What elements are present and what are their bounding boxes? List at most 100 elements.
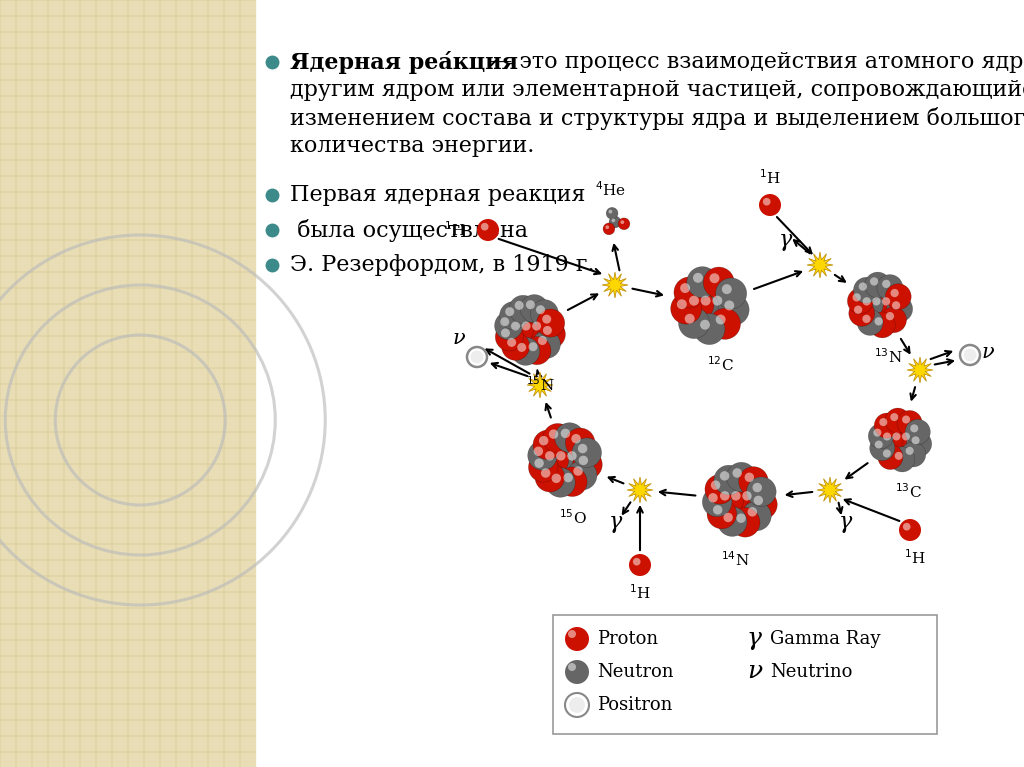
Circle shape	[910, 424, 919, 433]
Circle shape	[568, 663, 575, 671]
Circle shape	[509, 295, 538, 324]
Circle shape	[565, 627, 589, 651]
Circle shape	[496, 323, 523, 351]
Circle shape	[709, 493, 718, 502]
Circle shape	[549, 430, 558, 439]
Circle shape	[702, 487, 732, 517]
Circle shape	[530, 300, 558, 328]
Circle shape	[515, 301, 523, 310]
Circle shape	[526, 300, 535, 309]
Text: $^1$H: $^1$H	[904, 548, 926, 567]
Circle shape	[552, 473, 561, 483]
Circle shape	[853, 293, 861, 301]
Circle shape	[881, 307, 906, 333]
Circle shape	[905, 447, 913, 455]
Circle shape	[902, 416, 910, 423]
Circle shape	[736, 513, 745, 523]
Circle shape	[903, 523, 910, 531]
Circle shape	[700, 295, 711, 305]
Circle shape	[567, 460, 597, 490]
Circle shape	[883, 433, 891, 440]
Circle shape	[710, 273, 720, 283]
Polygon shape	[602, 272, 628, 298]
Circle shape	[720, 471, 729, 481]
Circle shape	[890, 413, 898, 421]
Circle shape	[561, 445, 591, 475]
Circle shape	[746, 477, 776, 506]
Circle shape	[703, 267, 734, 298]
Circle shape	[714, 486, 743, 515]
Circle shape	[539, 436, 549, 446]
Circle shape	[527, 441, 557, 470]
Circle shape	[722, 284, 732, 294]
Circle shape	[528, 453, 558, 482]
Text: количества энергии.: количества энергии.	[290, 135, 535, 157]
Text: ν: ν	[453, 330, 465, 348]
Circle shape	[538, 336, 547, 345]
Circle shape	[621, 220, 625, 224]
Circle shape	[887, 296, 912, 322]
Circle shape	[565, 660, 589, 684]
Circle shape	[848, 288, 873, 314]
Circle shape	[895, 452, 903, 460]
Circle shape	[521, 321, 530, 331]
Text: $^{14}$N: $^{14}$N	[721, 550, 750, 568]
Polygon shape	[907, 357, 933, 383]
Circle shape	[573, 466, 583, 476]
Circle shape	[501, 328, 510, 337]
Circle shape	[849, 301, 874, 326]
Circle shape	[534, 446, 543, 456]
Circle shape	[679, 308, 710, 338]
Polygon shape	[807, 252, 833, 278]
Circle shape	[857, 310, 883, 335]
Circle shape	[741, 501, 771, 531]
Circle shape	[748, 507, 757, 517]
Circle shape	[538, 321, 565, 348]
Circle shape	[888, 427, 912, 453]
Text: изменением состава и структуры ядра и выделением большого: изменением состава и структуры ядра и вы…	[290, 107, 1024, 130]
Circle shape	[897, 410, 923, 436]
Circle shape	[606, 207, 618, 219]
Circle shape	[526, 316, 555, 344]
Text: $^1$H: $^1$H	[629, 583, 651, 601]
Circle shape	[742, 491, 752, 501]
Text: Э. Резерфордом, в 1919 г.: Э. Резерфордом, в 1919 г.	[290, 254, 595, 276]
Circle shape	[736, 486, 766, 515]
Circle shape	[516, 316, 544, 344]
Text: Gamma Ray: Gamma Ray	[770, 630, 881, 648]
Circle shape	[683, 289, 714, 321]
Circle shape	[872, 298, 881, 305]
Circle shape	[900, 442, 926, 467]
Text: $^{13}$C: $^{13}$C	[895, 482, 922, 501]
Circle shape	[754, 495, 763, 505]
Circle shape	[730, 508, 760, 537]
Circle shape	[520, 295, 549, 323]
Circle shape	[700, 320, 710, 330]
Circle shape	[905, 420, 931, 445]
Circle shape	[557, 467, 587, 496]
Circle shape	[713, 505, 722, 515]
Text: ν: ν	[746, 660, 762, 683]
Text: $^{12}$C: $^{12}$C	[707, 355, 733, 374]
Circle shape	[862, 298, 870, 305]
Polygon shape	[527, 372, 553, 398]
Circle shape	[707, 289, 737, 321]
Circle shape	[545, 451, 554, 461]
Circle shape	[891, 289, 899, 297]
Circle shape	[882, 280, 891, 288]
Circle shape	[671, 293, 701, 324]
Circle shape	[687, 267, 718, 298]
Circle shape	[869, 436, 895, 461]
Text: $^1$H: $^1$H	[444, 221, 466, 239]
Circle shape	[738, 466, 768, 496]
Text: γ: γ	[608, 511, 622, 533]
Circle shape	[716, 278, 746, 309]
Circle shape	[853, 277, 880, 303]
Circle shape	[874, 318, 883, 325]
Circle shape	[854, 305, 862, 314]
Circle shape	[694, 314, 725, 344]
Circle shape	[886, 284, 911, 310]
Circle shape	[565, 693, 589, 717]
Circle shape	[528, 342, 538, 351]
Polygon shape	[817, 477, 843, 503]
